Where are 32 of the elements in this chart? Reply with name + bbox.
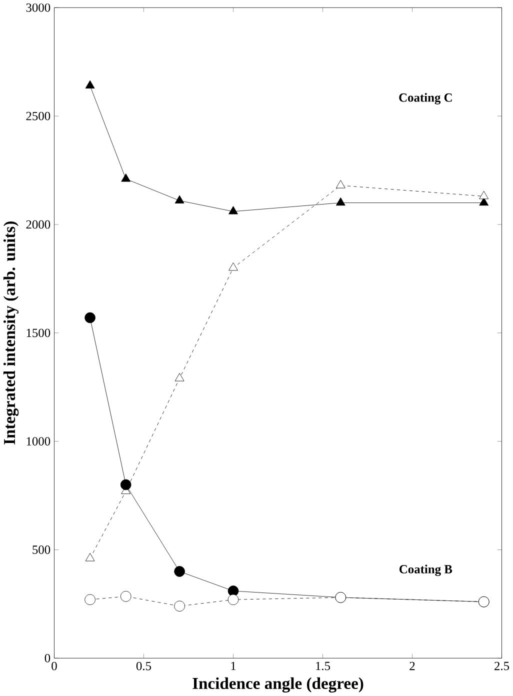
x-tick-label: 2.5 bbox=[494, 662, 510, 670]
point bbox=[84, 312, 96, 324]
annotation: Coating B bbox=[400, 564, 452, 576]
point bbox=[174, 195, 184, 204]
x-tick-label: 1.5 bbox=[316, 662, 330, 670]
point bbox=[479, 197, 489, 206]
y-tick-label: 0 bbox=[44, 654, 50, 662]
point bbox=[85, 80, 95, 88]
point bbox=[479, 190, 489, 200]
x-axis-title: Incidence angle (degree) bbox=[192, 677, 364, 693]
point bbox=[85, 553, 95, 562]
y-tick-label: 500 bbox=[32, 546, 50, 554]
y-tick-label: 1500 bbox=[26, 328, 50, 338]
point bbox=[336, 180, 346, 188]
y-tick-label: 2000 bbox=[26, 220, 50, 229]
point bbox=[228, 206, 238, 214]
point bbox=[174, 566, 185, 577]
point bbox=[120, 479, 132, 490]
y-tick-label: 3000 bbox=[26, 3, 50, 12]
x-tick-label: 1 bbox=[231, 662, 236, 670]
x-tick-label: 0.5 bbox=[136, 662, 152, 670]
x-tick-label: 0 bbox=[52, 662, 57, 670]
y-tick-label: 2500 bbox=[26, 112, 50, 120]
point bbox=[228, 262, 238, 271]
point bbox=[228, 586, 239, 596]
x-tick-label: 2 bbox=[410, 662, 415, 670]
y-axis-title: Integrated intensity (arb. units) bbox=[3, 222, 19, 444]
y-tick-label: 1000 bbox=[26, 437, 50, 446]
point bbox=[121, 174, 131, 182]
annotation: Coating C bbox=[399, 93, 452, 104]
point bbox=[336, 197, 346, 206]
point bbox=[174, 373, 184, 382]
